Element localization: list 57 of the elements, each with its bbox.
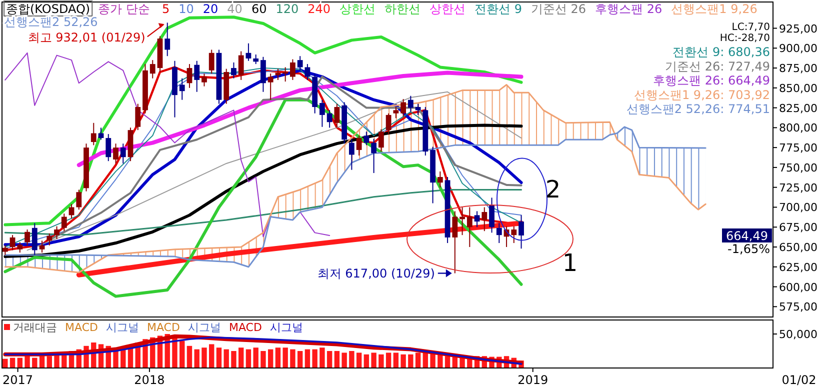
annotation: 선행스팬2 52,26: 774,51 bbox=[626, 102, 770, 116]
y-tick-label: 650,00 bbox=[779, 241, 818, 254]
text: 20 bbox=[202, 2, 218, 16]
annotation: 시그널 bbox=[188, 321, 221, 334]
x-tick-label: 2017 bbox=[2, 373, 34, 387]
y-tick-label: 625,00 bbox=[779, 260, 818, 274]
text: 하한선 bbox=[384, 2, 421, 16]
text: 10 bbox=[178, 2, 194, 16]
annotation: 기준선 26: 727,49 bbox=[665, 59, 770, 74]
annotation: 최저 617,00 (10/29) bbox=[317, 266, 435, 280]
text: 50,000 bbox=[779, 328, 818, 341]
annotation: 1 bbox=[562, 248, 578, 277]
text: 선행스팬2 52,26 bbox=[4, 15, 98, 29]
text: 120 bbox=[276, 2, 299, 16]
y-tick-label: 700,00 bbox=[779, 201, 818, 214]
y-tick-label: 925,00 bbox=[779, 22, 818, 36]
text: 선행스팬1 9,26 bbox=[671, 2, 758, 16]
chart-title: 종합(KOSDAQ) bbox=[6, 2, 90, 16]
y-tick-label: 825,00 bbox=[779, 102, 818, 115]
text: 5 bbox=[162, 2, 170, 16]
y-tick-label: 900,00 bbox=[779, 42, 818, 56]
annotation: 최고 932,01 (01/29) bbox=[28, 30, 146, 45]
annotation: MACD bbox=[65, 321, 98, 334]
y-tick-label: 875,00 bbox=[779, 62, 818, 76]
text: 상한선 bbox=[430, 2, 466, 16]
y-tick-label: 725,00 bbox=[779, 181, 818, 194]
text: 01/02 bbox=[782, 373, 816, 387]
annotation: 시그널 bbox=[106, 321, 139, 334]
annotation: 후행스팬 26: 664,49 bbox=[653, 74, 770, 88]
text: 전환선 9 bbox=[474, 2, 522, 16]
annotation: -1,65% bbox=[728, 242, 770, 256]
legend-label: 거래대금 bbox=[13, 321, 57, 334]
y-tick-label: 850,00 bbox=[779, 82, 818, 95]
y-tick-label: 775,00 bbox=[779, 142, 818, 155]
text: 후행스팬 26 bbox=[595, 2, 662, 16]
y-tick-label: 575,00 bbox=[779, 300, 818, 314]
annotation: LC:7,70 bbox=[732, 22, 770, 33]
text: 60 bbox=[251, 2, 267, 16]
text: 40 bbox=[227, 2, 242, 16]
y-tick-label: 800,00 bbox=[779, 122, 818, 135]
text: 240 bbox=[308, 2, 331, 16]
text: 기준선 26 bbox=[530, 2, 586, 16]
y-tick-label: 600,00 bbox=[779, 280, 818, 294]
annotation: 선행스팬1 9,26: 703,92 bbox=[634, 88, 770, 102]
legend-title: 종가 단순 bbox=[98, 2, 150, 16]
y-tick-label: 675,00 bbox=[779, 221, 818, 234]
y-tick-label: 750,00 bbox=[779, 161, 818, 174]
series-label: 시그널 bbox=[270, 321, 303, 334]
annotation: 664,49 bbox=[726, 228, 768, 243]
annotation: HC:-28,70 bbox=[720, 33, 770, 44]
x-tick-label: 2018 bbox=[134, 373, 165, 387]
annotation: 전환선 9: 680,36 bbox=[672, 45, 770, 59]
x-tick-label: 2019 bbox=[518, 373, 548, 387]
series-label: MACD bbox=[228, 321, 262, 334]
series-label: 상한선 bbox=[340, 2, 376, 16]
annotation: MACD bbox=[146, 321, 180, 334]
annotation: 2 bbox=[545, 176, 561, 204]
